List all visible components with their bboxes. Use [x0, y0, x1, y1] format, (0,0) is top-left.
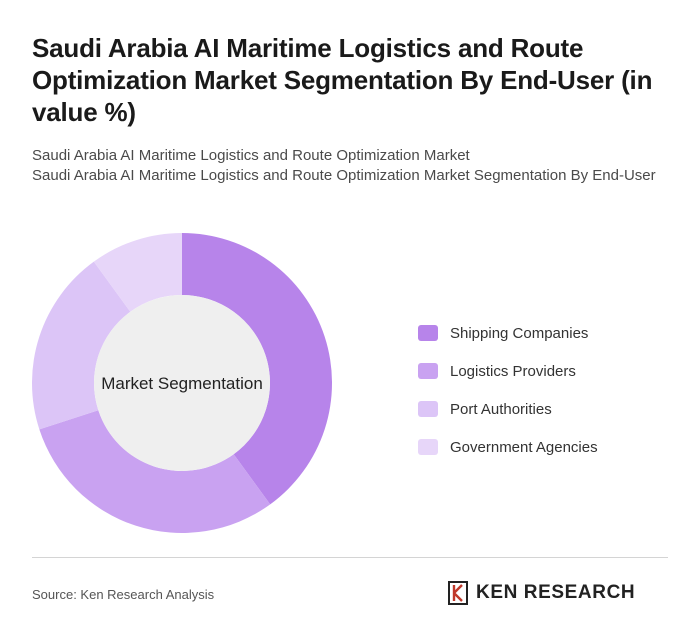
legend-item: Logistics Providers	[418, 352, 598, 390]
legend-swatch	[418, 401, 438, 417]
chart-legend: Shipping Companies Logistics Providers Por…	[418, 314, 598, 466]
brand-logo: KEN RESEARCH	[448, 581, 635, 605]
chart-subtitle: Saudi Arabia AI Maritime Logistics and R…	[32, 146, 662, 186]
donut-slice-port-authorities	[31, 261, 131, 430]
legend-label: Government Agencies	[450, 438, 598, 456]
footer-divider	[32, 557, 668, 558]
legend-swatch	[418, 325, 438, 341]
subtitle-line-2: Saudi Arabia AI Maritime Logistics and R…	[32, 167, 656, 184]
legend-label: Port Authorities	[450, 400, 552, 418]
legend-label: Shipping Companies	[450, 324, 589, 342]
source-note: Source: Ken Research Analysis	[32, 587, 215, 602]
legend-item: Shipping Companies	[418, 314, 598, 352]
legend-item: Port Authorities	[418, 390, 598, 428]
donut-center	[94, 295, 270, 471]
chart-title: Saudi Arabia AI Maritime Logistics and R…	[32, 33, 653, 127]
donut-slice-logistics-providers	[39, 410, 271, 533]
legend-swatch	[418, 363, 438, 379]
donut-chart: Market Segmentation	[31, 233, 332, 533]
donut-slice-shipping-companies	[182, 233, 332, 505]
donut-slice-government-agencies	[93, 233, 182, 312]
donut-center-label: Market Segmentation	[101, 374, 263, 393]
legend-swatch	[418, 439, 438, 455]
brand-name: KEN RESEARCH	[476, 582, 636, 603]
ken-research-logo-icon	[448, 581, 468, 605]
subtitle-line-1: Saudi Arabia AI Maritime Logistics and R…	[32, 147, 470, 164]
legend-item: Government Agencies	[418, 428, 598, 466]
legend-label: Logistics Providers	[450, 362, 576, 380]
